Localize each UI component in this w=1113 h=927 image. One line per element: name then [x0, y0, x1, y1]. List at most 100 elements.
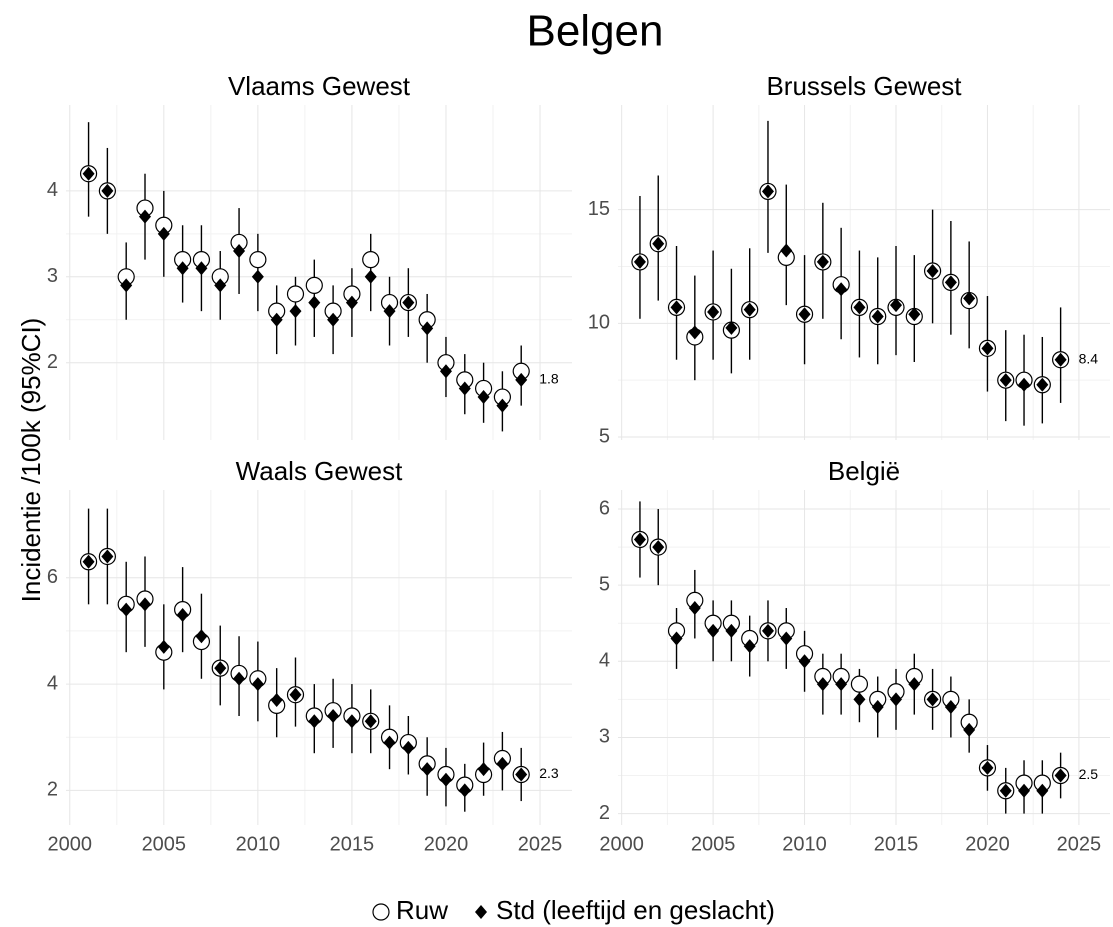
std-point [670, 631, 683, 646]
std-point [1018, 377, 1031, 392]
std-point [725, 320, 738, 335]
panel-title: Brussels Gewest [766, 71, 962, 101]
std-point [1036, 783, 1049, 798]
ruw-point [362, 251, 380, 269]
std-point [477, 390, 490, 405]
std-point [439, 772, 452, 787]
std-point [853, 692, 866, 707]
std-point [890, 692, 903, 707]
std-point [383, 735, 396, 750]
std-point [633, 254, 646, 269]
std-point [926, 692, 939, 707]
std-point [496, 756, 509, 771]
std-point [270, 693, 283, 708]
std-point [707, 304, 720, 319]
std-point [308, 295, 321, 310]
std-point [963, 722, 976, 737]
std-point [496, 398, 509, 413]
std-point [1018, 783, 1031, 798]
std-point [835, 282, 848, 297]
std-point [176, 261, 189, 276]
std-point [82, 554, 95, 569]
std-point [120, 602, 133, 617]
std-point [458, 783, 471, 798]
std-point [251, 269, 264, 284]
x-tick-label: 2005 [691, 833, 736, 855]
std-point [421, 762, 434, 777]
std-point [515, 767, 528, 782]
x-tick-label: 2010 [236, 833, 281, 855]
std-point [176, 607, 189, 622]
std-point [743, 302, 756, 317]
end-label: 2.5 [1079, 766, 1099, 782]
std-point [157, 226, 170, 241]
ruw-point [372, 903, 390, 921]
std-point [688, 325, 701, 340]
std-point [82, 166, 95, 181]
y-tick-label: 15 [588, 198, 610, 220]
std-point [101, 183, 114, 198]
std-point [139, 209, 152, 224]
std-point [670, 300, 683, 315]
std-point [871, 699, 884, 714]
std-point [195, 629, 208, 644]
std-point [926, 264, 939, 279]
y-tick-label: 10 [588, 312, 610, 334]
std-point [944, 275, 957, 290]
std-point [120, 278, 133, 293]
std-point [652, 540, 665, 555]
std-point [251, 677, 264, 692]
std-point [475, 905, 487, 919]
std-point [458, 381, 471, 396]
std-point [421, 321, 434, 336]
y-tick-label: 2 [47, 351, 58, 373]
y-tick-label: 5 [599, 425, 610, 447]
std-point [780, 243, 793, 258]
ruw-point [305, 276, 323, 294]
std-point [688, 601, 701, 616]
std-point [1054, 352, 1067, 367]
y-tick-label: 2 [599, 802, 610, 824]
std-point [652, 236, 665, 251]
ruw-point [249, 251, 267, 269]
ruw-point [286, 285, 305, 303]
std-point [999, 373, 1012, 388]
std-point [402, 740, 415, 755]
std-point [402, 295, 415, 310]
std-point [871, 309, 884, 324]
y-tick-label: 5 [599, 573, 610, 595]
y-tick-label: 4 [47, 672, 58, 694]
std-point [195, 261, 208, 276]
x-tick-label: 2000 [48, 833, 93, 855]
std-point [1036, 377, 1049, 392]
std-point [798, 307, 811, 322]
panel-title: België [828, 456, 900, 486]
std-point [327, 708, 340, 723]
std-point [761, 623, 774, 638]
y-tick-label: 3 [599, 726, 610, 748]
x-tick-label: 2010 [782, 833, 827, 855]
std-point [835, 677, 848, 692]
std-point [999, 783, 1012, 798]
x-tick-label: 2025 [518, 833, 563, 855]
end-label: 2.3 [539, 765, 559, 781]
std-point [233, 671, 246, 686]
std-point [707, 623, 720, 638]
std-point [981, 341, 994, 356]
x-tick-label: 2025 [1057, 833, 1102, 855]
y-tick-label: 4 [599, 650, 610, 672]
std-point [345, 714, 358, 729]
y-tick-label: 3 [47, 265, 58, 287]
std-point [157, 639, 170, 654]
y-tick-label: 4 [47, 179, 58, 201]
std-point [944, 699, 957, 714]
end-label: 8.4 [1079, 350, 1099, 366]
x-tick-label: 2005 [142, 833, 187, 855]
std-point [725, 623, 738, 638]
std-point [383, 304, 396, 319]
std-point [853, 300, 866, 315]
std-point [214, 278, 227, 293]
std-point [233, 244, 246, 259]
std-point [816, 677, 829, 692]
chart-title: Belgen [526, 7, 663, 56]
